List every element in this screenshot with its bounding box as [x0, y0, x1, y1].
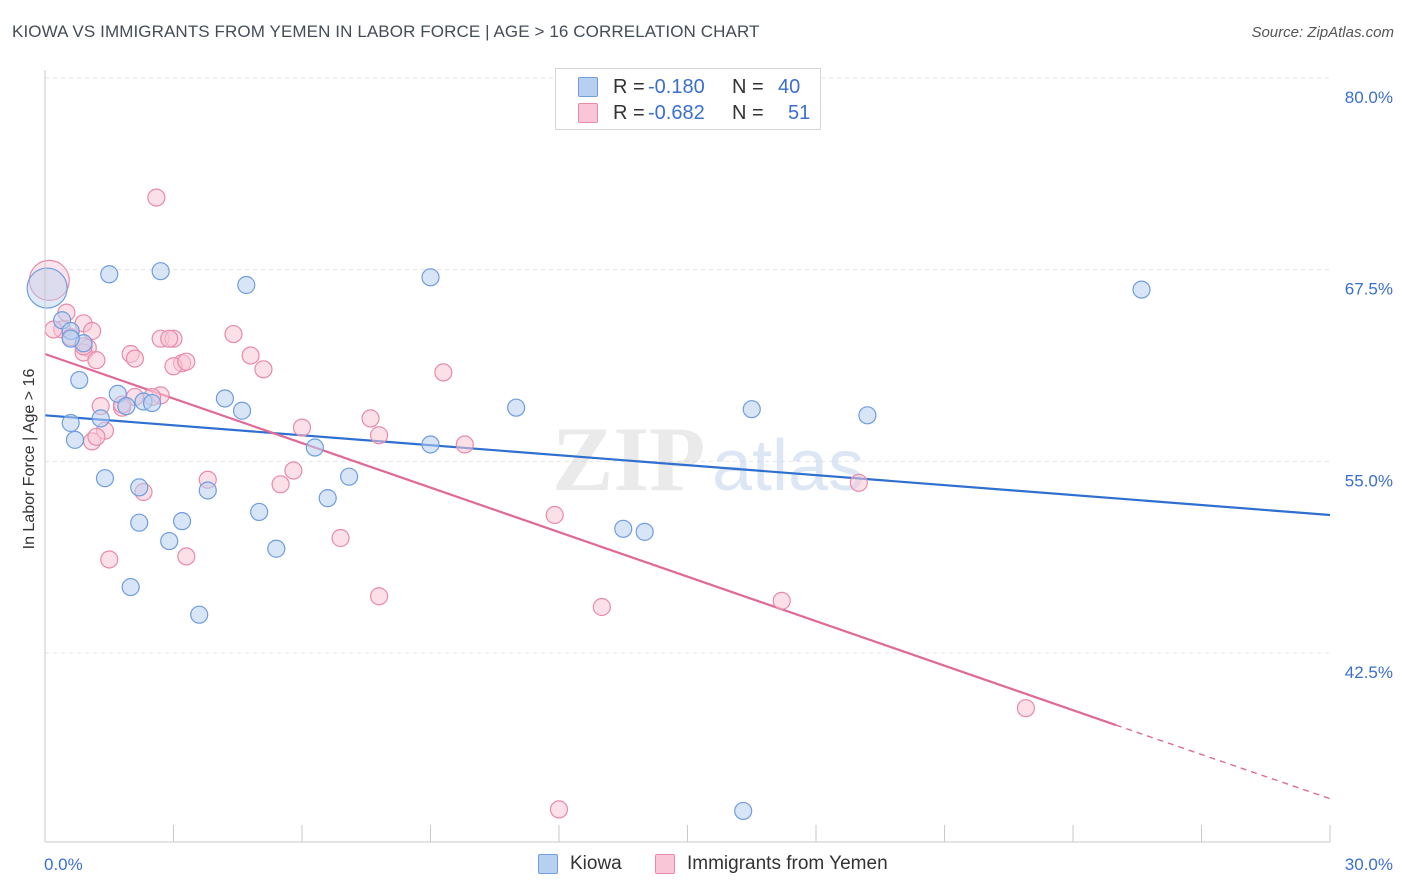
- yemen-point: [370, 587, 389, 606]
- kiowa-point: [742, 400, 761, 419]
- kiowa-point: [151, 262, 170, 281]
- kiowa-point: [61, 413, 80, 433]
- kiowa-point: [172, 512, 192, 531]
- n-value: 51: [788, 102, 811, 124]
- yemen-legend-swatch: [655, 854, 675, 874]
- yemen-point: [177, 352, 196, 371]
- r-value: -0.682: [648, 102, 705, 124]
- yemen-point: [545, 505, 564, 525]
- yemen-point: [177, 547, 196, 566]
- yemen-point: [772, 591, 791, 610]
- legend-row-kiowa: R = -0.180 N = 40: [556, 74, 820, 100]
- yemen-point: [370, 426, 389, 445]
- x-tick-label: 0.0%: [44, 855, 83, 874]
- kiowa-point: [340, 467, 359, 486]
- yemen-point: [160, 329, 179, 348]
- yemen-point: [849, 473, 868, 492]
- kiowa-point: [142, 393, 162, 413]
- kiowa-point: [237, 275, 256, 295]
- kiowa-point: [160, 531, 179, 551]
- watermark-atlas: atlas: [712, 426, 864, 506]
- kiowa-point: [91, 409, 110, 428]
- kiowa-point: [305, 438, 324, 457]
- y-tick-label: 80.0%: [1345, 88, 1393, 107]
- y-tick-label: 42.5%: [1345, 663, 1393, 682]
- yemen-point: [224, 324, 243, 344]
- kiowa-point: [507, 398, 526, 417]
- kiowa-point: [117, 397, 136, 416]
- yemen-point: [83, 321, 102, 341]
- yemen-point: [549, 800, 569, 819]
- kiowa-point: [858, 406, 877, 425]
- y-tick-label: 67.5%: [1345, 280, 1393, 299]
- kiowa-legend-swatch: [538, 854, 558, 874]
- kiowa-point: [95, 469, 115, 488]
- n-value: 40: [778, 76, 801, 98]
- kiowa-swatch: [578, 77, 598, 97]
- y-axis-label: In Labor Force | Age > 16: [21, 368, 38, 550]
- kiowa-point: [734, 801, 753, 821]
- kiowa-point: [70, 370, 89, 390]
- watermark-zip: ZIP: [552, 408, 705, 510]
- y-tick-label: 55.0%: [1345, 471, 1393, 490]
- r-value: -0.180: [648, 76, 705, 98]
- kiowa-trend-line: [44, 414, 1331, 517]
- r-label: R =: [613, 76, 645, 98]
- yemen-point: [100, 550, 119, 569]
- kiowa-point: [1132, 280, 1151, 299]
- kiowa-point: [100, 265, 119, 284]
- yemen-trend-extension: [1115, 724, 1331, 800]
- kiowa-point: [232, 401, 252, 420]
- yemen-point: [361, 409, 380, 428]
- kiowa-point: [26, 267, 68, 309]
- yemen-point: [271, 475, 290, 494]
- yemen-point: [254, 360, 273, 379]
- kiowa-point: [421, 435, 440, 454]
- kiowa-point: [614, 519, 633, 538]
- kiowa-point: [318, 489, 337, 508]
- kiowa-point: [421, 268, 440, 287]
- kiowa-point: [121, 577, 140, 597]
- yemen-point: [331, 528, 350, 548]
- kiowa-point: [198, 481, 217, 500]
- yemen-point: [592, 597, 611, 617]
- chart-title: KIOWA VS IMMIGRANTS FROM YEMEN IN LABOR …: [12, 22, 760, 41]
- yemen-point: [28, 259, 70, 301]
- kiowa-point: [61, 329, 80, 348]
- kiowa-point: [190, 605, 209, 624]
- kiowa-point: [215, 389, 234, 408]
- yemen-point: [1016, 699, 1035, 718]
- yemen-point: [87, 351, 106, 370]
- kiowa-legend-label: Kiowa: [570, 853, 622, 874]
- kiowa-point: [130, 478, 149, 497]
- n-label: N =: [732, 76, 764, 98]
- kiowa-point: [250, 502, 269, 522]
- yemen-point: [241, 346, 260, 365]
- yemen-point: [434, 363, 453, 382]
- x-tick-label: 30.0%: [1345, 855, 1393, 874]
- r-label: R =: [613, 102, 645, 124]
- yemen-legend-label: Immigrants from Yemen: [687, 853, 888, 874]
- yemen-trend-line: [44, 352, 1117, 727]
- yemen-point: [284, 461, 303, 480]
- kiowa-point: [65, 430, 85, 449]
- n-label: N =: [732, 102, 764, 124]
- kiowa-point: [108, 384, 127, 403]
- yemen-point: [292, 418, 312, 437]
- kiowa-point: [635, 522, 654, 541]
- yemen-point: [87, 427, 106, 446]
- yemen-point: [147, 188, 166, 207]
- source-credit: Source: ZipAtlas.com: [1251, 24, 1394, 41]
- kiowa-point: [130, 513, 149, 532]
- kiowa-point: [267, 539, 286, 558]
- yemen-swatch: [578, 103, 598, 123]
- yemen-point: [125, 349, 145, 368]
- series-legend: Kiowa Immigrants from Yemen: [0, 852, 1406, 878]
- correlation-legend: R = -0.180 N = 40 R = -0.682 N = 51: [555, 68, 821, 130]
- legend-row-yemen: R = -0.682 N = 51: [556, 100, 820, 126]
- yemen-point: [455, 435, 474, 454]
